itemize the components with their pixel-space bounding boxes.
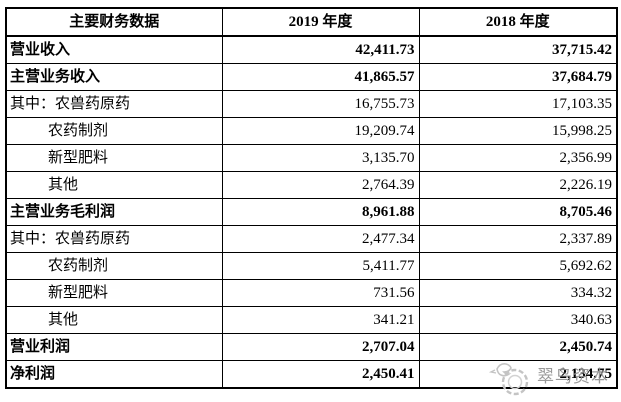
row-label-cell: 其中：农兽药原药 (5, 225, 223, 253)
row-label-cell: 农药制剂 (5, 117, 223, 145)
table-body: 营业收入 42,411.73 37,715.42 主营业务收入 41,865.57 37,… (5, 35, 618, 389)
value-2018-cell: 2,226.19 (418, 171, 618, 199)
table-row: 其中：农兽药原药 2,477.34 2,337.89 (5, 225, 618, 253)
header-year-2019: 2019 年度 (221, 7, 420, 37)
table-row: 其他 2,764.39 2,226.19 (5, 171, 618, 199)
value-2019-cell: 731.56 (221, 279, 420, 307)
value-2019-cell: 42,411.73 (221, 35, 420, 64)
value-2018-cell: 5,692.62 (418, 252, 618, 280)
value-2018-cell: 2,134.75 (418, 360, 618, 389)
row-label-cell: 净利润 (5, 360, 223, 389)
value-2018-cell: 8,705.46 (418, 198, 618, 226)
row-label-cell: 其中：农兽药原药 (5, 90, 223, 118)
financial-data-table: 主要财务数据 2019 年度 2018 年度 营业收入 42,411.73 37,7… (5, 7, 618, 389)
value-2019-cell: 5,411.77 (221, 252, 420, 280)
table-row: 农药制剂 19,209.74 15,998.25 (5, 117, 618, 145)
value-2019-cell: 2,707.04 (221, 333, 420, 361)
value-2019-cell: 341.21 (221, 306, 420, 334)
value-2019-cell: 2,764.39 (221, 171, 420, 199)
table-row: 营业利润 2,707.04 2,450.74 (5, 333, 618, 361)
value-2019-cell: 19,209.74 (221, 117, 420, 145)
row-label-cell: 其他 (5, 306, 223, 334)
table-row: 主营业务毛利润 8,961.88 8,705.46 (5, 198, 618, 226)
value-2018-cell: 334.32 (418, 279, 618, 307)
row-label-cell: 营业收入 (5, 35, 223, 64)
value-2018-cell: 2,450.74 (418, 333, 618, 361)
value-2018-cell: 15,998.25 (418, 117, 618, 145)
row-label-cell: 主营业务收入 (5, 63, 223, 91)
table-row: 净利润 2,450.41 2,134.75 (5, 360, 618, 389)
value-2019-cell: 2,477.34 (221, 225, 420, 253)
table-header: 主要财务数据 2019 年度 2018 年度 (5, 7, 618, 37)
row-label-cell: 营业利润 (5, 333, 223, 361)
row-label-cell: 新型肥料 (5, 144, 223, 172)
value-2018-cell: 37,684.79 (418, 63, 618, 91)
table-row: 其中：农兽药原药 16,755.73 17,103.35 (5, 90, 618, 118)
value-2018-cell: 2,356.99 (418, 144, 618, 172)
row-label-cell: 其他 (5, 171, 223, 199)
table-row: 主营业务收入 41,865.57 37,684.79 (5, 63, 618, 91)
table-row: 农药制剂 5,411.77 5,692.62 (5, 252, 618, 280)
value-2019-cell: 8,961.88 (221, 198, 420, 226)
table-row: 新型肥料 731.56 334.32 (5, 279, 618, 307)
row-label-cell: 农药制剂 (5, 252, 223, 280)
value-2018-cell: 2,337.89 (418, 225, 618, 253)
value-2018-cell: 37,715.42 (418, 35, 618, 64)
value-2019-cell: 41,865.57 (221, 63, 420, 91)
value-2018-cell: 17,103.35 (418, 90, 618, 118)
header-row: 主要财务数据 2019 年度 2018 年度 (5, 7, 618, 37)
value-2018-cell: 340.63 (418, 306, 618, 334)
row-label-cell: 新型肥料 (5, 279, 223, 307)
value-2019-cell: 3,135.70 (221, 144, 420, 172)
table-row: 新型肥料 3,135.70 2,356.99 (5, 144, 618, 172)
value-2019-cell: 2,450.41 (221, 360, 420, 389)
table-row: 其他 341.21 340.63 (5, 306, 618, 334)
table-row: 营业收入 42,411.73 37,715.42 (5, 35, 618, 64)
value-2019-cell: 16,755.73 (221, 90, 420, 118)
row-label-cell: 主营业务毛利润 (5, 198, 223, 226)
header-main-indicators: 主要财务数据 (5, 7, 223, 37)
header-year-2018: 2018 年度 (418, 7, 618, 37)
